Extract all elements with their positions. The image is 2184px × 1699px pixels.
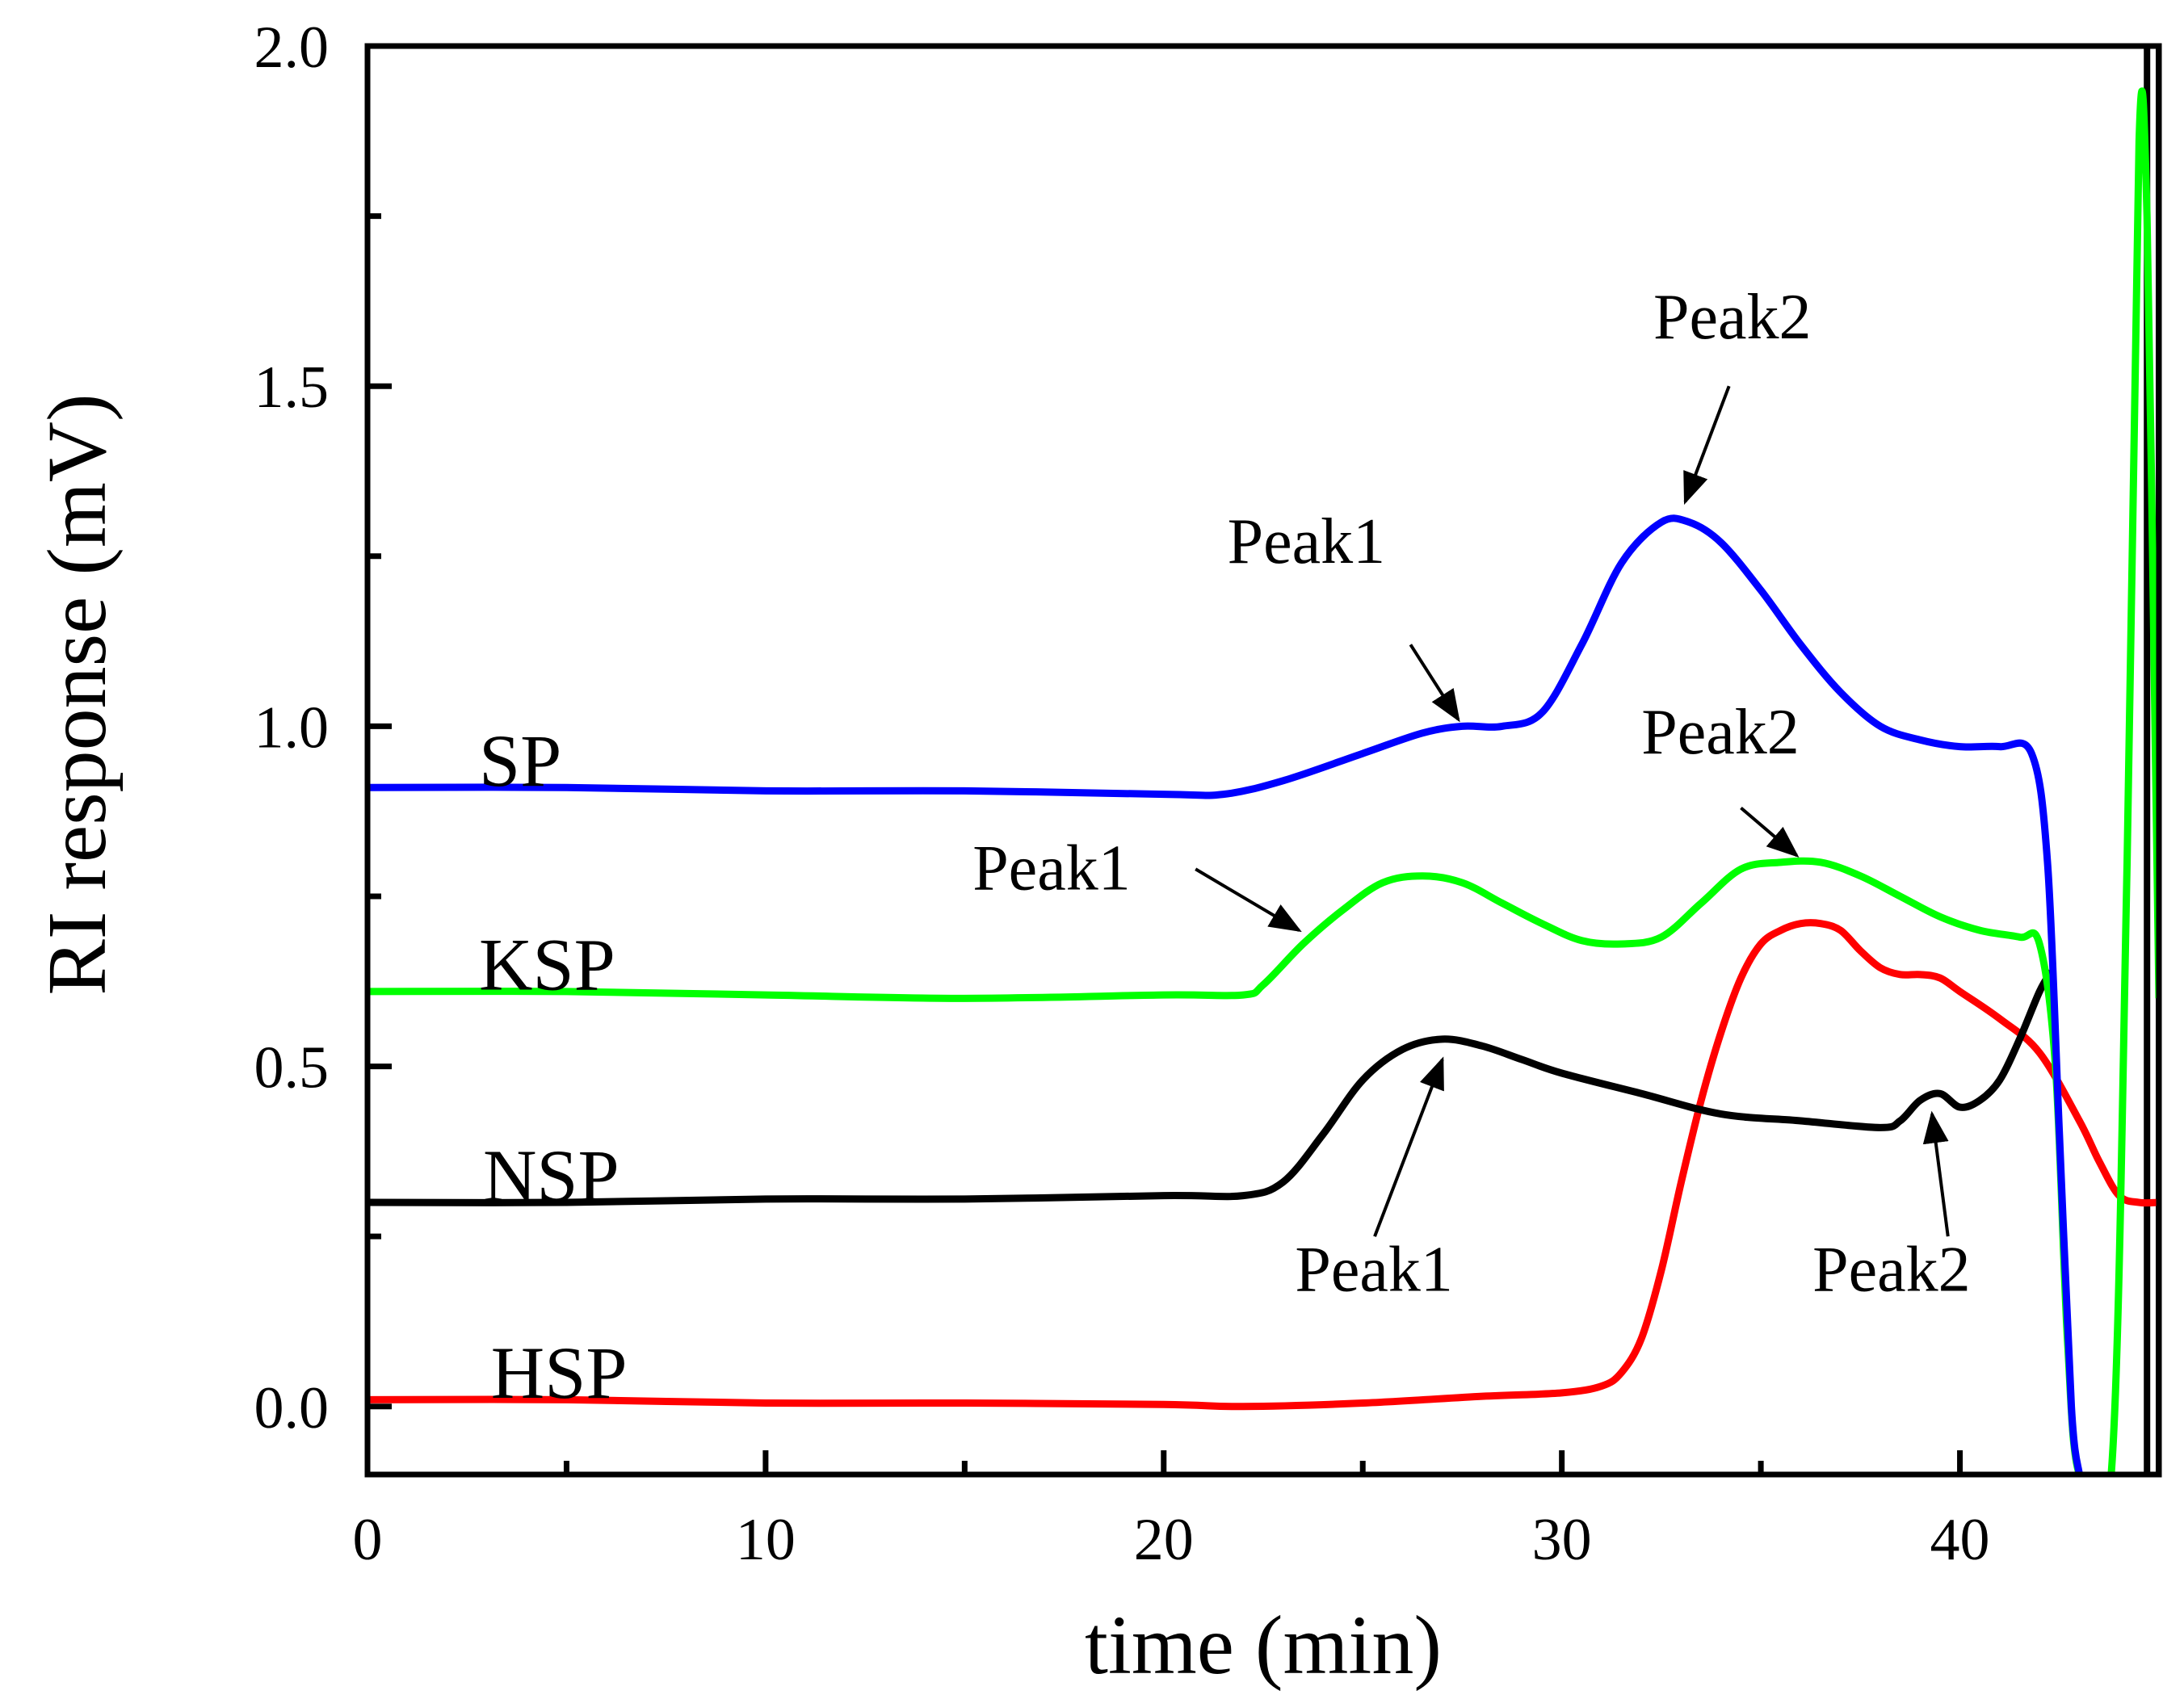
y-tick-label: 2.0: [254, 15, 330, 81]
peak-arrow: [1740, 806, 1800, 858]
x-tick-label: 30: [1532, 1507, 1592, 1573]
peak-label-sp-peak1: Peak1: [1228, 506, 1386, 577]
series-line-ksp: [368, 87, 2159, 1475]
peak-label-sp-peak2: Peak2: [1653, 282, 1812, 353]
series-labels: SP KSP NSP HSP: [479, 719, 628, 1414]
peak-annotations: Peak1 Peak2 Peak1 Peak2 Peak1 Peak2: [972, 282, 1971, 1305]
peak-arrow: [1195, 867, 1302, 933]
x-axis-title: time (min): [1085, 1599, 1442, 1692]
y-axis-title: RI response (mV): [31, 393, 124, 995]
x-tick-label: 40: [1930, 1507, 1990, 1573]
peak-label-nsp-peak1: Peak1: [1295, 1235, 1453, 1306]
y-axis: 0.0 0.5 1.0 1.5 2.0: [254, 15, 392, 1441]
x-tick-label: 10: [736, 1507, 796, 1573]
y-tick-label: 1.5: [254, 354, 330, 421]
series-label-hsp: HSP: [491, 1332, 628, 1414]
y-tick-label: 1.0: [254, 694, 330, 761]
y-tick-label: 0.5: [254, 1035, 330, 1101]
series-label-ksp: KSP: [479, 924, 615, 1006]
plot-frame: [364, 43, 2162, 1478]
peak-arrow: [1409, 644, 1460, 723]
x-tick-label: 20: [1134, 1507, 1194, 1573]
peak-arrow: [1922, 1110, 1950, 1237]
x-axis: 0 10 20 30 40: [353, 1450, 1990, 1573]
y-tick-label: 0.0: [254, 1375, 330, 1441]
peak-label-ksp-peak2: Peak2: [1641, 697, 1800, 768]
series-label-nsp: NSP: [483, 1135, 620, 1217]
x-tick-label: 0: [353, 1507, 383, 1573]
peak-label-nsp-peak2: Peak2: [1812, 1235, 1971, 1306]
peak-arrow: [1373, 1056, 1444, 1237]
peak-arrow: [1683, 385, 1731, 506]
series-line-sp: [368, 514, 2083, 1475]
peak-label-ksp-peak1: Peak1: [972, 833, 1131, 904]
data-curves: [368, 46, 2159, 1475]
series-label-sp: SP: [479, 719, 561, 802]
series-line-hsp: [368, 919, 2159, 1411]
series-line-nsp: [368, 969, 2055, 1206]
